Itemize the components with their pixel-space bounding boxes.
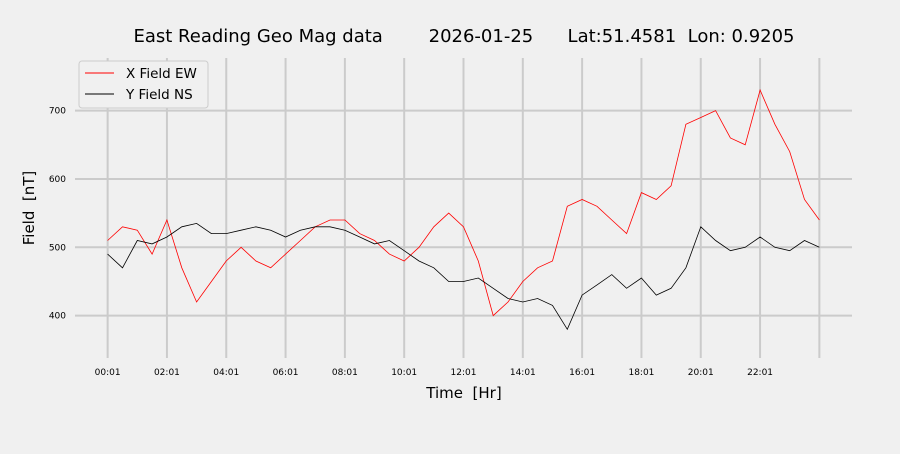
x-axis-label: Time [Hr] [425, 384, 501, 402]
x-tick-label: 08:01 [332, 368, 358, 378]
x-tick-label: 06:01 [273, 368, 299, 378]
legend: X Field EW Y Field NS [78, 60, 209, 109]
x-tick-label: 12:01 [451, 368, 477, 378]
series-lines [107, 88, 820, 331]
x-tick-label: 22:01 [747, 368, 773, 378]
series-line-y-field-ns [107, 222, 820, 331]
y-tick-label: 600 [49, 175, 66, 185]
y-tick-label: 500 [49, 243, 66, 253]
grid [75, 58, 852, 358]
x-tick-label: 14:01 [510, 368, 536, 378]
y-tick-labels: 400 500 600 700 [49, 107, 66, 322]
x-tick-label: 00:01 [95, 368, 121, 378]
x-tick-label: 20:01 [688, 368, 714, 378]
y-axis-label: Field [nT] [20, 171, 38, 246]
y-tick-label: 700 [49, 107, 66, 117]
x-tick-labels: 00:01 02:01 04:01 06:01 08:01 10:01 12:01 14:01… [95, 368, 773, 378]
series-line-x-field-ew [107, 88, 820, 317]
x-tick-label: 10:01 [391, 368, 417, 378]
x-tick-label: 04:01 [213, 368, 239, 378]
legend-label-y-field: Y Field NS [125, 87, 193, 103]
legend-label-x-field: X Field EW [126, 66, 197, 82]
chart-title: East Reading Geo Mag data 2026-01-25 Lat… [133, 26, 794, 47]
x-tick-label: 02:01 [154, 368, 180, 378]
y-tick-label: 400 [49, 312, 66, 322]
x-tick-label: 16:01 [569, 368, 595, 378]
x-tick-label: 18:01 [628, 368, 654, 378]
